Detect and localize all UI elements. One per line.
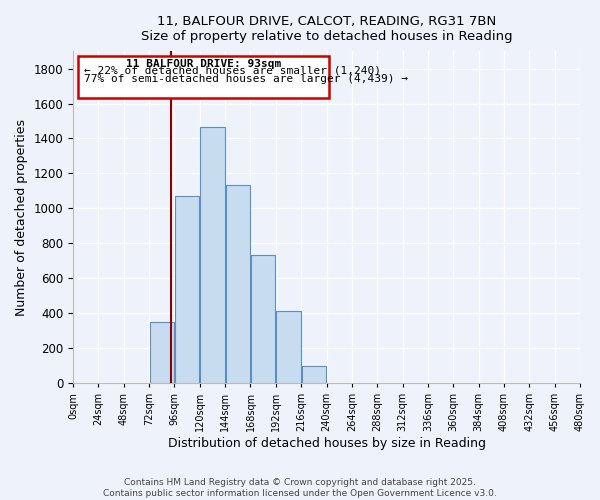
- Bar: [175, 196, 199, 383]
- FancyBboxPatch shape: [79, 56, 329, 98]
- Text: 11 BALFOUR DRIVE: 93sqm: 11 BALFOUR DRIVE: 93sqm: [126, 59, 281, 69]
- Bar: [251, 255, 275, 383]
- Bar: [149, 322, 174, 383]
- Y-axis label: Number of detached properties: Number of detached properties: [15, 118, 28, 316]
- Bar: [277, 311, 301, 383]
- Text: Contains HM Land Registry data © Crown copyright and database right 2025.
Contai: Contains HM Land Registry data © Crown c…: [103, 478, 497, 498]
- Title: 11, BALFOUR DRIVE, CALCOT, READING, RG31 7BN
Size of property relative to detach: 11, BALFOUR DRIVE, CALCOT, READING, RG31…: [141, 15, 512, 43]
- Bar: [200, 126, 224, 383]
- X-axis label: Distribution of detached houses by size in Reading: Distribution of detached houses by size …: [167, 437, 485, 450]
- Text: ← 22% of detached houses are smaller (1,240): ← 22% of detached houses are smaller (1,…: [83, 66, 380, 76]
- Bar: [302, 366, 326, 383]
- Bar: [226, 184, 250, 383]
- Text: 77% of semi-detached houses are larger (4,439) →: 77% of semi-detached houses are larger (…: [83, 74, 407, 84]
